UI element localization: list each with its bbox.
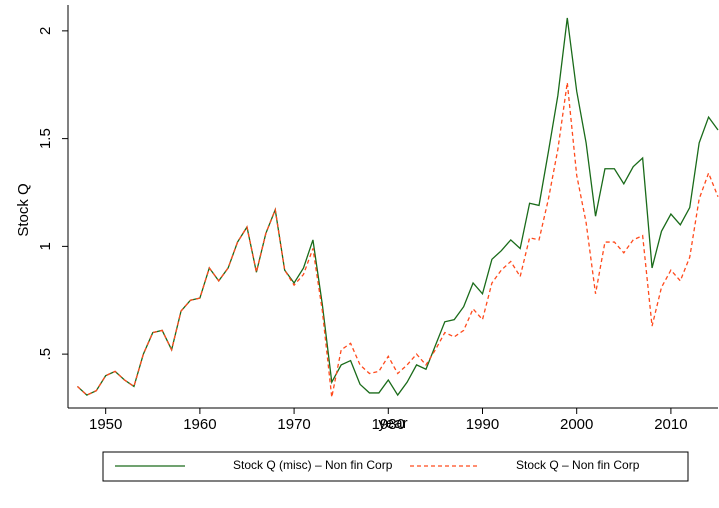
- x-tick-label: 1980: [372, 416, 405, 433]
- y-tick-label: .5: [37, 348, 54, 361]
- legend-box: [102, 451, 689, 482]
- legend-label: Stock Q (misc) – Non fin Corp: [233, 458, 393, 472]
- y-tick-label: 1: [37, 242, 54, 250]
- x-tick-label: 1950: [89, 416, 122, 433]
- x-axis-label: year: [378, 415, 407, 432]
- y-tick-label: 1.5: [37, 128, 54, 149]
- legend-label: Stock Q – Non fin Corp: [516, 458, 640, 472]
- x-tick-label: 1960: [183, 416, 216, 433]
- y-axis-label: Stock Q: [15, 183, 32, 236]
- series-line: [76, 17, 719, 397]
- x-tick-label: 1990: [466, 416, 499, 433]
- series-line: [76, 82, 719, 398]
- x-tick-label: 2000: [560, 416, 593, 433]
- x-tick-label: 1970: [277, 416, 310, 433]
- y-tick-label: 2: [37, 27, 54, 35]
- x-tick-label: 2010: [654, 416, 687, 433]
